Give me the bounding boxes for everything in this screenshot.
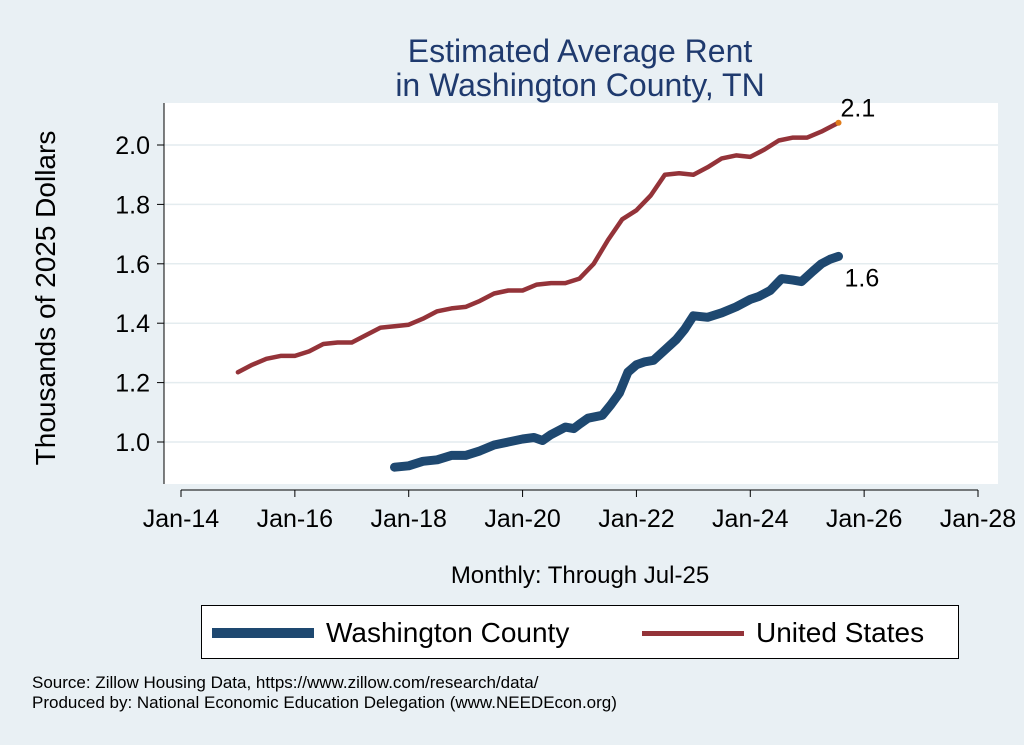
end-label-united-states: 2.1 [841,95,876,123]
chart-title-line-2: in Washington County, TN [395,67,765,103]
x-axis-label: Monthly: Through Jul-25 [450,562,710,589]
x-tick-label: Jan-24 [712,505,789,533]
source-line: Source: Zillow Housing Data, https://www… [32,673,539,692]
x-tick-label: Jan-28 [940,505,1016,533]
legend-label-washington-county: Washington County [326,617,570,648]
y-tick-label: 2.0 [115,132,150,160]
x-tick-label: Jan-18 [370,505,446,533]
legend-swatch-united-states [642,631,744,636]
series-line-united-states [235,120,841,375]
y-tick-label: 1.8 [115,191,150,219]
end-labels: 2.1 1.6 [835,95,880,292]
legend: Washington County United States [201,605,959,659]
axes: 1.0 1.2 1.4 1.6 1.8 2.0 Jan-14 Jan-16 Jan-18 Jan-… [115,103,1016,533]
end-label-washington-county: 1.6 [845,264,880,292]
gridlines [164,144,998,443]
y-axis-label: Thousands of 2025 Dollars [30,130,61,466]
legend-label-united-states: United States [756,617,925,648]
x-tick-label: Jan-26 [826,505,902,533]
y-tick-label: 1.6 [115,251,150,279]
series-lines [235,120,843,472]
series-line-washington-county [390,251,843,472]
y-tick-label: 1.2 [115,370,150,398]
x-tick-label: Jan-20 [484,505,560,533]
x-tick-label: Jan-16 [257,505,333,533]
chart-title-line-1: Estimated Average Rent [407,33,753,69]
producer-line: Produced by: National Economic Education… [32,693,617,712]
x-tick-label: Jan-22 [598,505,674,533]
us-end-marker [835,119,842,126]
y-tick-label: 1.0 [115,429,150,457]
legend-swatch-washington-county [212,628,314,638]
x-tick-label: Jan-14 [143,505,220,533]
y-tick-label: 1.4 [115,310,150,338]
